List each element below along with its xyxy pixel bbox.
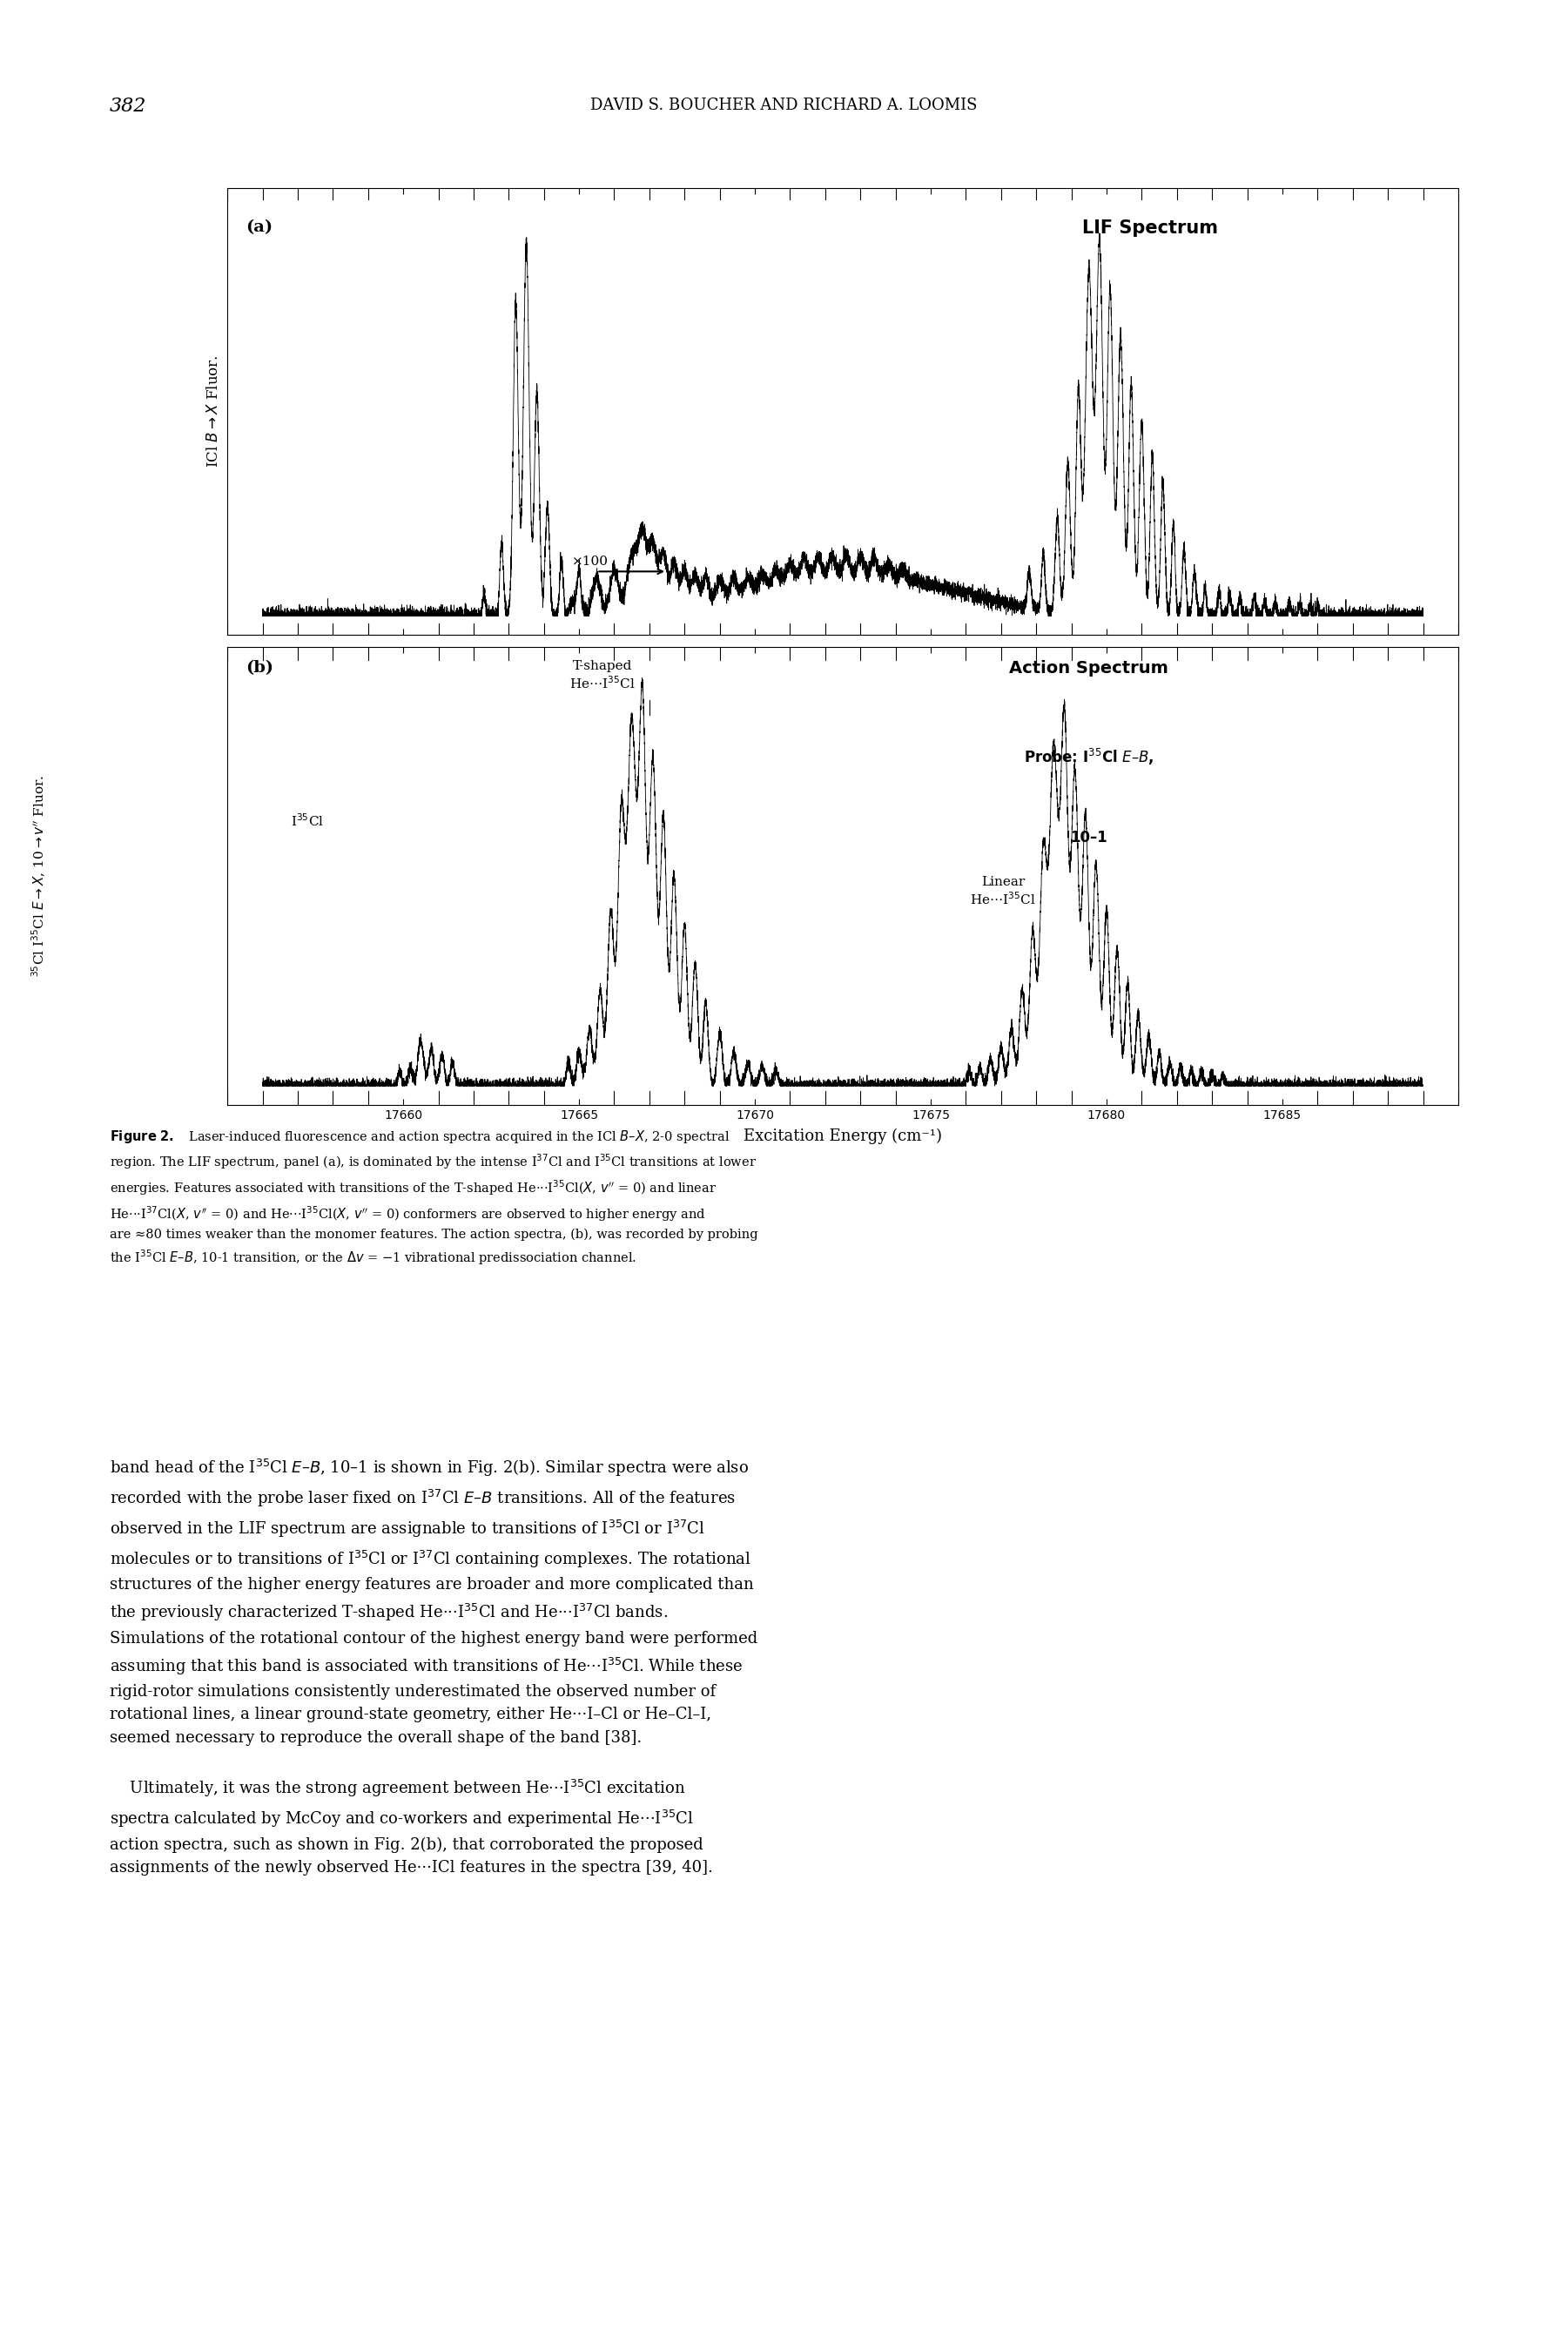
Text: band head of the I$^{35}$Cl $E$–$B$, 10–1 is shown in Fig. 2(b). Similar spectra: band head of the I$^{35}$Cl $E$–$B$, 10–… bbox=[110, 1458, 757, 1876]
Y-axis label: ICl $B$$\rightarrow$$X$ Fluor.: ICl $B$$\rightarrow$$X$ Fluor. bbox=[207, 355, 221, 468]
X-axis label: Excitation Energy (cm⁻¹): Excitation Energy (cm⁻¹) bbox=[743, 1128, 942, 1145]
Text: ×100: ×100 bbox=[572, 555, 608, 569]
Text: (b): (b) bbox=[246, 661, 274, 677]
Text: T-shaped
He$\cdots$I$^{35}$Cl: T-shaped He$\cdots$I$^{35}$Cl bbox=[569, 661, 635, 691]
Text: $\bf{Figure\ 2.}$   Laser-induced fluorescence and action spectra acquired in th: $\bf{Figure\ 2.}$ Laser-induced fluoresc… bbox=[110, 1128, 757, 1267]
Text: Probe: I$^{35}$Cl $E$–$B$,: Probe: I$^{35}$Cl $E$–$B$, bbox=[1024, 748, 1154, 766]
Text: 10–1: 10–1 bbox=[1071, 830, 1107, 846]
Text: I$^{35}$Cl: I$^{35}$Cl bbox=[290, 813, 325, 830]
Text: Action Spectrum: Action Spectrum bbox=[1010, 661, 1168, 677]
Text: $^{35}$Cl I$^{35}$Cl $E$$\rightarrow$$X$, 10$\rightarrow$$v^{\prime\prime}$ Fluo: $^{35}$Cl I$^{35}$Cl $E$$\rightarrow$$X$… bbox=[30, 776, 49, 976]
Text: (a): (a) bbox=[246, 219, 273, 235]
Text: LIF Spectrum: LIF Spectrum bbox=[1082, 219, 1218, 237]
Text: 382: 382 bbox=[110, 96, 147, 115]
Text: Linear
He$\cdots$I$^{35}$Cl: Linear He$\cdots$I$^{35}$Cl bbox=[969, 877, 1036, 907]
Text: DAVID S. BOUCHER AND RICHARD A. LOOMIS: DAVID S. BOUCHER AND RICHARD A. LOOMIS bbox=[591, 99, 977, 113]
